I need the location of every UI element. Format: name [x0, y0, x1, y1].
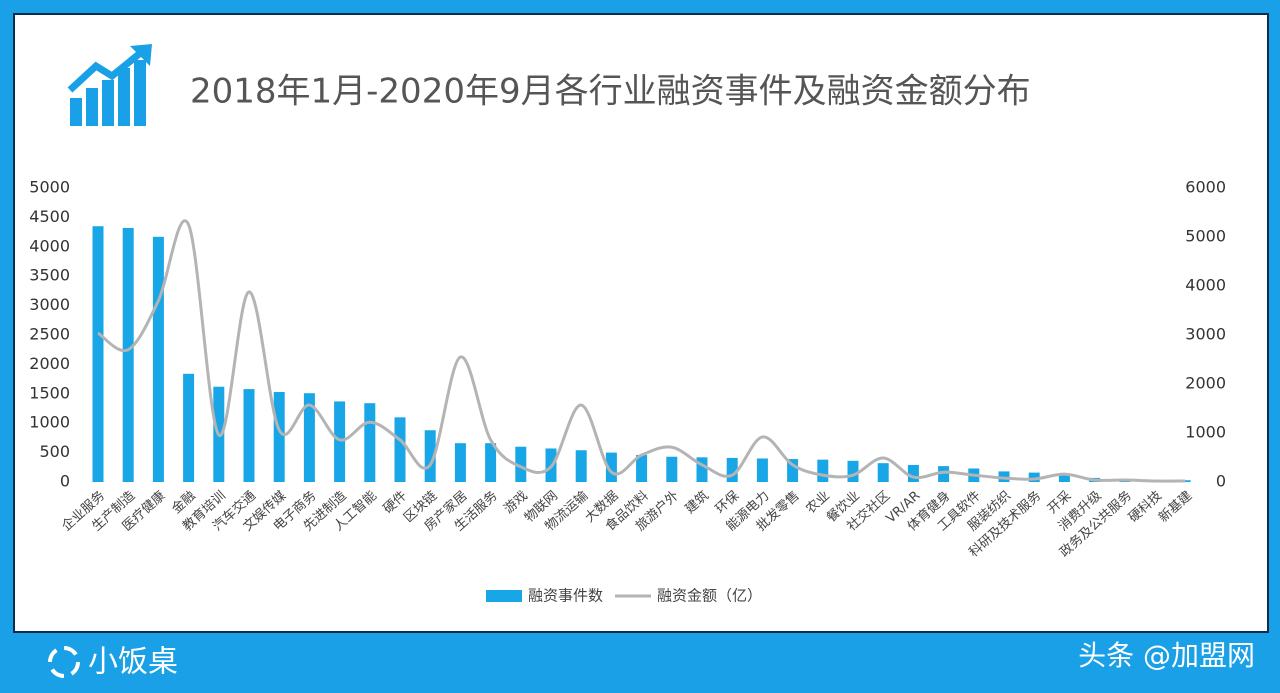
bar [726, 457, 738, 482]
bar [696, 457, 708, 482]
y-tick-label: 500 [39, 442, 70, 461]
y-tick-label: 1000 [29, 413, 70, 432]
bar [605, 452, 617, 482]
y-tick-label: 4000 [29, 236, 70, 255]
y-tick-label: 0 [60, 472, 70, 491]
bar [394, 417, 406, 482]
bar [92, 226, 104, 482]
bar [666, 456, 678, 482]
bar [243, 389, 255, 482]
y2-tick-label: 5000 [1185, 227, 1226, 246]
bar [877, 463, 889, 482]
y2-tick-label: 4000 [1185, 276, 1226, 295]
bar [636, 454, 648, 482]
chart-title: 2018年1月-2020年9月各行业融资事件及融资金额分布 [190, 72, 1031, 112]
y2-tick-label: 1000 [1185, 423, 1226, 442]
bar [1028, 472, 1040, 482]
legend-label: 融资事件数 [528, 587, 603, 605]
bar [273, 392, 285, 482]
bar [938, 466, 950, 482]
y2-tick-label: 6000 [1185, 178, 1226, 197]
y-tick-label: 1500 [29, 383, 70, 402]
bar [485, 443, 497, 482]
panel [13, 13, 1269, 633]
y2-tick-label: 2000 [1185, 374, 1226, 393]
y-tick-label: 3000 [29, 295, 70, 314]
y-tick-label: 2500 [29, 325, 70, 344]
bar [787, 459, 799, 482]
y-tick-label: 2000 [29, 354, 70, 373]
logo: 小饭桌 [48, 645, 178, 680]
y-tick-label: 3500 [29, 266, 70, 285]
y2-tick-label: 3000 [1185, 325, 1226, 344]
legend-label: 融资金额（亿） [657, 587, 762, 605]
y-tick-label: 5000 [29, 178, 70, 197]
bar [303, 393, 315, 482]
bar [424, 430, 436, 482]
watermark: 头条 @加盟网 [1078, 639, 1255, 672]
bar [817, 459, 829, 482]
bar [122, 227, 134, 482]
logo-text: 小饭桌 [88, 645, 178, 680]
bar [847, 460, 859, 482]
title-icon [67, 44, 152, 126]
bar [907, 464, 919, 482]
bar [1058, 475, 1070, 482]
bar [515, 446, 527, 482]
y-tick-label: 4500 [29, 207, 70, 226]
bar [575, 450, 587, 482]
bar [152, 236, 164, 482]
bar [183, 373, 195, 482]
legend-swatch [486, 590, 522, 602]
y2-tick-label: 0 [1216, 472, 1226, 491]
line [97, 219, 1186, 483]
bar [756, 458, 768, 482]
bar [454, 443, 466, 482]
bar [334, 401, 346, 482]
bar [364, 403, 376, 482]
